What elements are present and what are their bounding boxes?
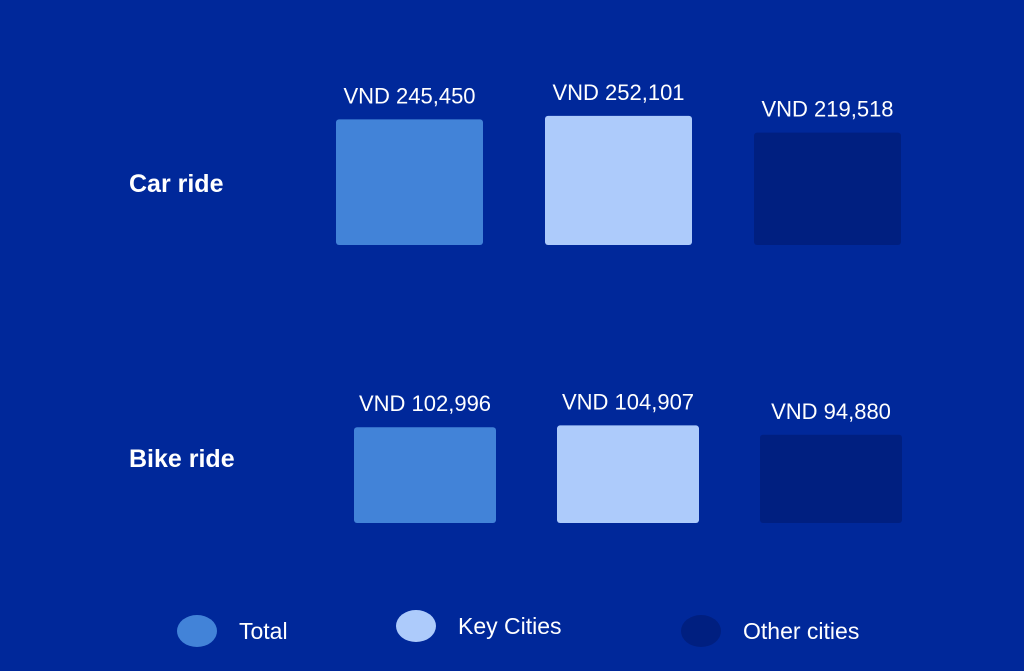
legend-swatch-key-cities (396, 610, 436, 642)
data-label-bike-ride-total: VND 102,996 (359, 391, 491, 416)
bar-car-ride-other-cities (754, 132, 901, 245)
legend-swatch-other-cities (681, 615, 721, 647)
legend-item-other-cities: Other cities (681, 615, 859, 647)
data-label-bike-ride-other-cities: VND 94,880 (771, 399, 891, 424)
data-label-car-ride-total: VND 245,450 (343, 83, 475, 108)
category-label-bike-ride: Bike ride (129, 445, 235, 473)
legend-swatch-total (177, 615, 217, 647)
bar-car-ride-total (336, 119, 483, 245)
legend-label-key-cities: Key Cities (458, 612, 562, 639)
legend-label-total: Total (239, 617, 288, 644)
legend-label-other-cities: Other cities (743, 617, 860, 644)
legend-item-total: Total (177, 615, 288, 647)
legend-item-key-cities: Key Cities (396, 610, 562, 642)
bar-bike-ride-key-cities (557, 425, 699, 523)
category-label-car-ride: Car ride (129, 170, 224, 198)
bar-bike-ride-total (354, 427, 496, 523)
bar-car-ride-key-cities (545, 115, 692, 245)
data-label-car-ride-other-cities: VND 219,518 (761, 97, 893, 122)
bar-bike-ride-other-cities (760, 434, 902, 523)
data-label-bike-ride-key-cities: VND 104,907 (562, 389, 694, 414)
data-label-car-ride-key-cities: VND 252,101 (552, 80, 684, 105)
